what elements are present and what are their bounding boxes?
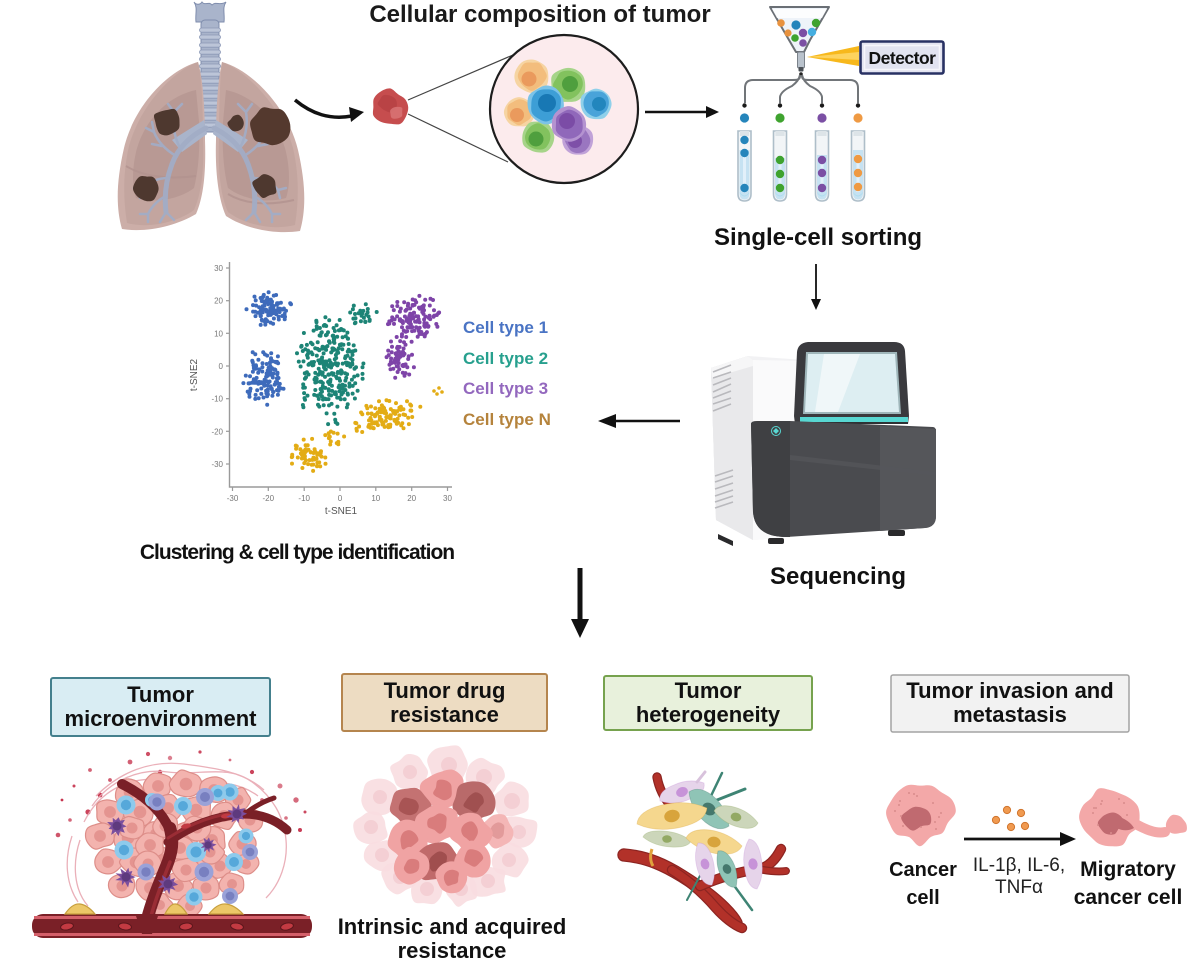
svg-text:30: 30 — [214, 264, 223, 273]
svg-text:t-SNE1: t-SNE1 — [325, 506, 358, 517]
svg-text:Tumor drug: Tumor drug — [384, 678, 506, 703]
svg-text:Detector: Detector — [869, 48, 937, 68]
svg-text:t-SNE2: t-SNE2 — [189, 358, 200, 391]
svg-text:microenvironment: microenvironment — [65, 706, 258, 731]
svg-text:10: 10 — [371, 494, 380, 503]
svg-text:cell: cell — [906, 887, 939, 909]
svg-text:30: 30 — [443, 494, 452, 503]
svg-text:Tumor invasion and: Tumor invasion and — [906, 678, 1113, 703]
svg-text:-10: -10 — [298, 494, 310, 503]
svg-text:resistance: resistance — [398, 938, 507, 963]
svg-text:Cell type N: Cell type N — [463, 410, 551, 429]
svg-text:Cell type 1: Cell type 1 — [463, 318, 548, 337]
svg-text:0: 0 — [338, 494, 343, 503]
svg-text:heterogeneity: heterogeneity — [636, 702, 781, 727]
svg-text:metastasis: metastasis — [953, 702, 1067, 727]
svg-text:Cellular composition of tumor: Cellular composition of tumor — [369, 1, 710, 28]
svg-text:-10: -10 — [211, 395, 223, 404]
svg-text:IL-1β, IL-6,: IL-1β, IL-6, — [973, 855, 1065, 876]
svg-text:-30: -30 — [227, 494, 239, 503]
svg-text:Intrinsic and acquired: Intrinsic and acquired — [338, 914, 567, 939]
svg-text:Tumor: Tumor — [127, 682, 194, 707]
svg-text:cancer cell: cancer cell — [1074, 886, 1183, 909]
svg-text:Migratory: Migratory — [1080, 858, 1176, 881]
svg-text:resistance: resistance — [390, 702, 499, 727]
svg-text:-20: -20 — [211, 427, 223, 436]
svg-text:Clustering & cell type identif: Clustering & cell type identification — [140, 541, 454, 564]
svg-text:10: 10 — [214, 329, 223, 338]
svg-text:-30: -30 — [211, 460, 223, 469]
svg-text:-20: -20 — [263, 494, 275, 503]
svg-text:20: 20 — [214, 297, 223, 306]
svg-text:Tumor: Tumor — [675, 678, 742, 703]
svg-text:Cell type 2: Cell type 2 — [463, 349, 548, 368]
svg-text:Cell type 3: Cell type 3 — [463, 379, 548, 398]
svg-text:TNFα: TNFα — [995, 877, 1043, 898]
svg-text:20: 20 — [407, 494, 416, 503]
svg-text:0: 0 — [219, 362, 224, 371]
svg-text:Cancer: Cancer — [889, 859, 957, 881]
svg-text:Single-cell sorting: Single-cell sorting — [714, 224, 922, 251]
svg-text:Sequencing: Sequencing — [770, 563, 906, 590]
